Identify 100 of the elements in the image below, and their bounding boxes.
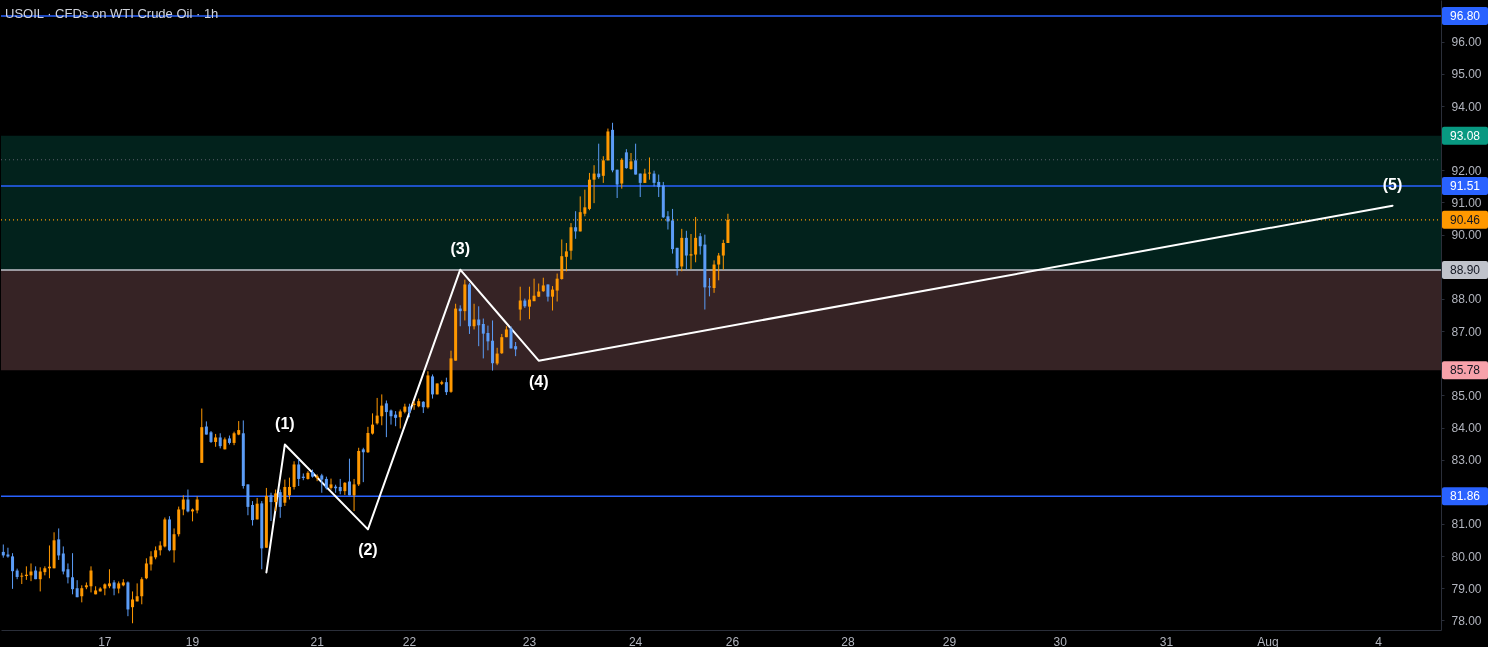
- candlestick: [574, 210, 578, 240]
- y-tick-label: 95.00: [1451, 67, 1482, 82]
- ref-line-label: 81.86: [1449, 489, 1481, 504]
- candlestick: [283, 479, 287, 507]
- x-tick-label: 19: [185, 634, 200, 649]
- candlestick: [144, 557, 148, 580]
- candlestick: [675, 247, 679, 276]
- candlestick: [707, 277, 711, 297]
- candlestick: [601, 155, 605, 184]
- candlestick: [620, 157, 624, 190]
- candlestick: [560, 238, 564, 281]
- candlestick: [297, 458, 301, 487]
- x-tick-label: 17: [98, 634, 112, 649]
- candlestick: [278, 489, 282, 519]
- candlestick: [384, 400, 388, 438]
- candlestick: [186, 489, 190, 513]
- y-tick-label: 81.00: [1451, 517, 1482, 532]
- y-tick-label: 84.00: [1451, 421, 1482, 435]
- x-tick-label: 21: [310, 634, 325, 649]
- candlestick: [721, 239, 725, 271]
- x-tick-label: 22: [402, 634, 417, 649]
- candlestick: [20, 572, 24, 585]
- candlestick: [684, 230, 688, 270]
- candlestick: [274, 489, 278, 512]
- annotation: (2): [358, 541, 378, 559]
- candlestick: [371, 412, 375, 436]
- candlestick: [481, 318, 485, 359]
- y-tick-label: 85.00: [1451, 388, 1482, 403]
- x-tick-label: 26: [725, 634, 740, 649]
- candlestick: [624, 148, 628, 170]
- candlestick: [71, 552, 75, 595]
- candlestick: [629, 152, 633, 171]
- x-tick-label: 31: [1159, 634, 1174, 649]
- candlestick: [131, 590, 135, 624]
- candlestick: [657, 174, 661, 198]
- candlestick: [149, 550, 153, 572]
- candlestick: [320, 473, 324, 494]
- candlestick: [647, 157, 651, 181]
- candlestick: [181, 494, 185, 516]
- candlestick: [717, 252, 721, 281]
- annotation: (4): [528, 372, 549, 390]
- candlestick: [11, 552, 15, 590]
- y-tick-label: 79.00: [1451, 581, 1482, 596]
- candlestick: [551, 285, 555, 311]
- y-tick-label: 94.00: [1451, 99, 1482, 114]
- x-tick-label: 30: [1053, 634, 1068, 649]
- candlestick: [527, 286, 531, 320]
- candlestick: [107, 568, 111, 589]
- candlestick: [361, 447, 365, 483]
- candlestick: [712, 259, 716, 294]
- candlestick: [564, 242, 568, 272]
- candlestick: [398, 409, 402, 429]
- ref-line-label: 88.90: [1449, 263, 1481, 277]
- candlestick: [140, 576, 144, 605]
- x-tick-label: 23: [522, 634, 537, 649]
- ref-line-label: 91.51: [1449, 179, 1481, 194]
- candlestick: [634, 143, 638, 176]
- candlestick: [347, 458, 351, 496]
- line-series: [265, 204, 1394, 574]
- y-tick-label: 78.00: [1451, 613, 1482, 628]
- y-tick-label: 96.00: [1451, 35, 1482, 50]
- annotation: (1): [275, 414, 295, 432]
- candlestick: [380, 393, 384, 426]
- candlestick: [6, 547, 10, 559]
- annotation: (3): [450, 239, 471, 257]
- candlestick: [389, 409, 393, 426]
- y-tick-label: 92.00: [1451, 163, 1482, 178]
- y-tick-label: 83.00: [1451, 453, 1482, 468]
- candlestick: [57, 527, 61, 561]
- candlestick: [89, 565, 93, 593]
- y-tick-label: 87.00: [1451, 324, 1482, 339]
- candlestick: [491, 319, 495, 372]
- x-tick-label: 29: [942, 634, 957, 649]
- candlestick: [472, 303, 476, 330]
- ref-line-label: 96.80: [1449, 9, 1481, 24]
- x-tick-label: 28: [841, 634, 855, 649]
- candlestick: [329, 478, 333, 491]
- y-tick-label: 88.00: [1451, 292, 1482, 307]
- candlestick: [287, 477, 291, 500]
- candlestick: [38, 566, 42, 592]
- candlestick: [518, 286, 522, 321]
- candlestick: [592, 164, 596, 204]
- ref-line-label: 90.46: [1449, 212, 1481, 227]
- candlestick: [615, 169, 619, 199]
- candlestick: [366, 426, 370, 454]
- candlestick: [112, 579, 116, 596]
- candlestick: [292, 460, 296, 491]
- candlestick: [500, 333, 504, 355]
- candlestick: [486, 325, 490, 351]
- candlestick: [172, 527, 176, 563]
- candlestick: [251, 500, 255, 527]
- candlestick: [689, 233, 693, 270]
- band-label: 93.08: [1449, 128, 1481, 143]
- y-tick-label: 90.00: [1451, 228, 1482, 243]
- candlestick: [269, 492, 273, 522]
- y-tick-label: 91.00: [1451, 196, 1482, 210]
- candlestick: [431, 373, 435, 400]
- x-tick-label: 24: [628, 634, 643, 649]
- candlestick: [61, 545, 65, 575]
- candlestick: [569, 222, 573, 261]
